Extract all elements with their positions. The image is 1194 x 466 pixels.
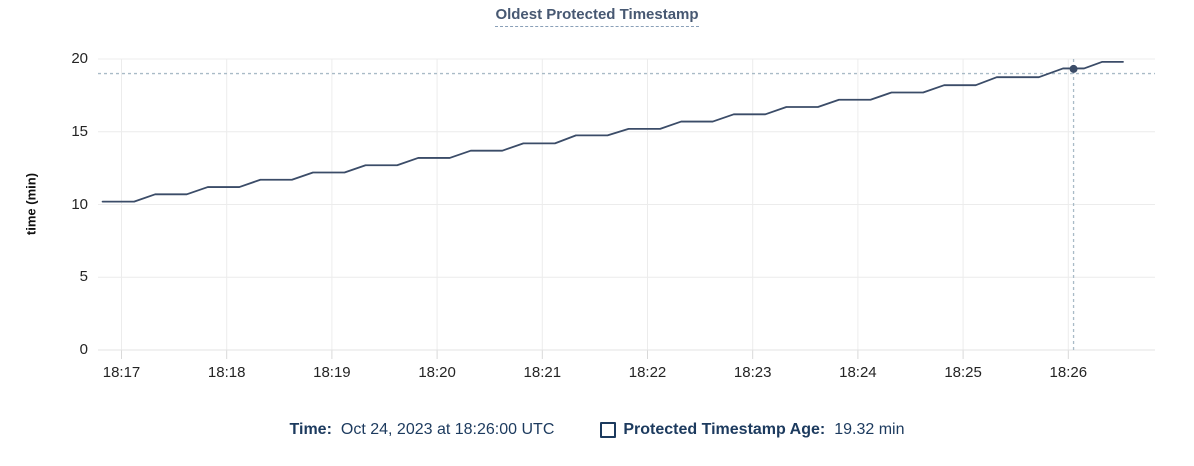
x-tick-label: 18:17 <box>102 364 141 381</box>
series-checkbox-icon[interactable] <box>600 422 617 438</box>
x-tick-label: 18:22 <box>628 364 667 381</box>
y-tick-label: 10 <box>71 195 88 213</box>
series-line <box>101 61 1124 203</box>
legend-time-group: Time: Oct 24, 2023 at 18:26:00 UTC <box>290 421 555 439</box>
chart-legend: Time: Oct 24, 2023 at 18:26:00 UTC Prote… <box>0 421 1194 439</box>
y-tick-label: 5 <box>79 268 88 286</box>
chart-title[interactable]: Oldest Protected Timestamp <box>495 6 699 27</box>
chart-title-row: Oldest Protected Timestamp <box>0 6 1194 27</box>
y-tick-label: 0 <box>79 341 88 358</box>
legend-series-label: Protected Timestamp Age: <box>623 421 826 438</box>
y-tick-label: 20 <box>71 50 88 67</box>
line-chart-plot-area[interactable] <box>0 0 1194 412</box>
x-tick-label: 18:25 <box>944 364 982 381</box>
x-tick-label: 18:18 <box>207 364 246 381</box>
x-tick-label: 18:23 <box>733 364 772 381</box>
x-tick-label: 18:26 <box>1049 364 1088 381</box>
x-tick-label: 18:21 <box>523 364 562 381</box>
legend-time-label: Time: <box>289 421 332 438</box>
y-tick-label: 15 <box>71 122 88 140</box>
legend-series-value: 19.32 min <box>834 421 905 438</box>
x-tick-label: 18:19 <box>313 364 351 381</box>
legend-time-value: Oct 24, 2023 at 18:26:00 UTC <box>340 421 555 438</box>
x-tick-label: 18:20 <box>418 364 456 381</box>
hover-dot <box>1069 64 1078 73</box>
legend-series-group[interactable]: Protected Timestamp Age: 19.32 min <box>600 421 904 439</box>
x-tick-label: 18:24 <box>839 364 877 381</box>
